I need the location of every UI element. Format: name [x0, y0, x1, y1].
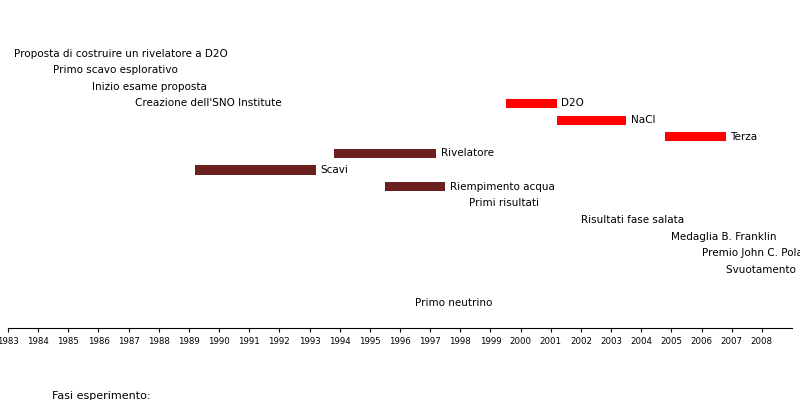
- Text: NaCl: NaCl: [630, 115, 655, 125]
- Text: Riempimento acqua: Riempimento acqua: [450, 182, 554, 192]
- Text: Creazione dell'SNO Institute: Creazione dell'SNO Institute: [134, 98, 282, 108]
- Bar: [195, 166, 315, 174]
- Bar: [557, 116, 626, 125]
- Text: D2O: D2O: [562, 98, 584, 108]
- Text: Inizio esame proposta: Inizio esame proposta: [93, 82, 207, 92]
- Bar: [385, 182, 446, 191]
- Text: Primo neutrino: Primo neutrino: [415, 298, 493, 308]
- Text: Premio John C. Polanyi: Premio John C. Polanyi: [702, 248, 800, 258]
- Text: Primi risultati: Primi risultati: [470, 198, 539, 208]
- Text: Primo scavo esplorativo: Primo scavo esplorativo: [54, 65, 178, 75]
- Bar: [506, 99, 557, 108]
- Bar: [334, 149, 436, 158]
- Text: Svuotamento D2O: Svuotamento D2O: [726, 265, 800, 275]
- Legend: Presa dati, Costruzione: Presa dati, Costruzione: [14, 391, 188, 400]
- Text: Risultati fase salata: Risultati fase salata: [581, 215, 684, 225]
- Text: Proposta di costruire un rivelatore a D2O: Proposta di costruire un rivelatore a D2…: [14, 48, 228, 58]
- Text: Terza: Terza: [730, 132, 758, 142]
- Text: Medaglia B. Franklin: Medaglia B. Franklin: [671, 232, 777, 242]
- Bar: [666, 132, 726, 141]
- Text: Rivelatore: Rivelatore: [441, 148, 494, 158]
- Text: Scavi: Scavi: [320, 165, 348, 175]
